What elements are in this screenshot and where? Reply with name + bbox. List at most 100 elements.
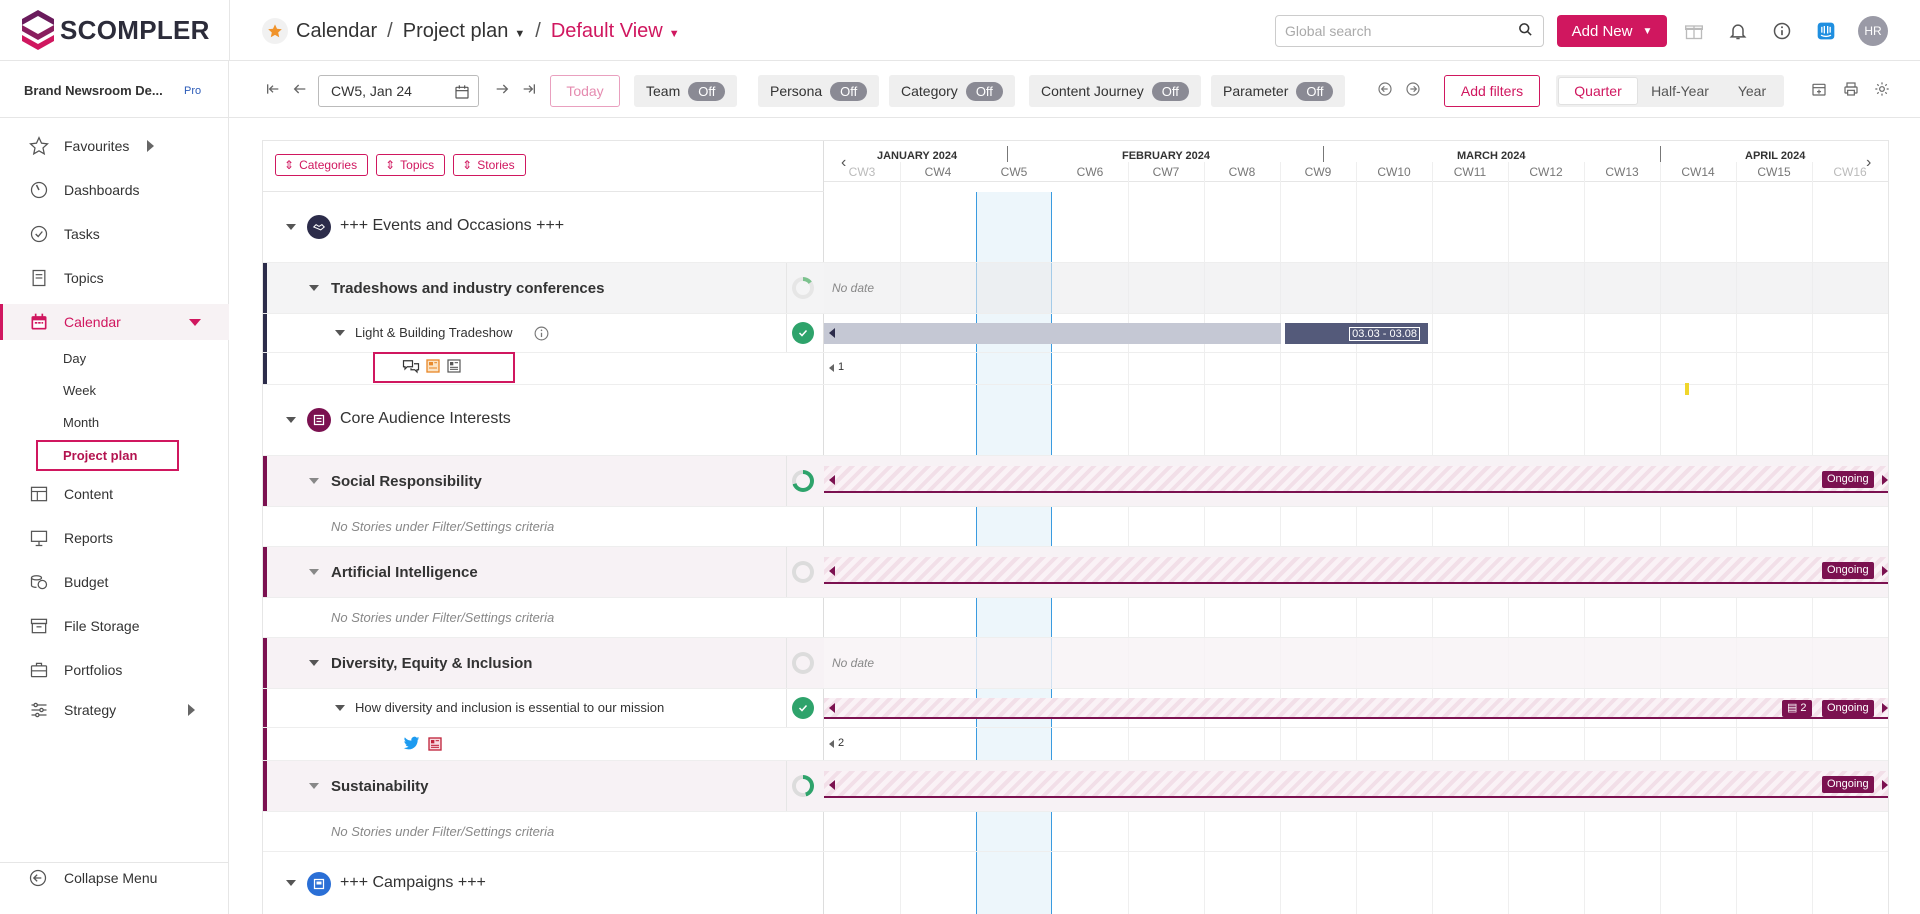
collapse-menu-button[interactable]: Collapse Menu	[28, 868, 157, 888]
sidebar-item-topics[interactable]: Topics	[0, 260, 229, 296]
today-button[interactable]: Today	[550, 75, 620, 107]
sidebar-item-dashboards[interactable]: Dashboards	[0, 172, 229, 208]
ongoing-bar[interactable]	[824, 466, 1888, 493]
gantt-row	[824, 385, 1888, 456]
collapse-caret-icon[interactable]	[309, 569, 319, 575]
sidebar-item-content[interactable]: Content	[0, 476, 229, 512]
category-row[interactable]: Core Audience Interests	[263, 385, 824, 456]
breadcrumb-project-plan[interactable]: Project plan ▼	[402, 19, 526, 42]
print-icon[interactable]	[1843, 81, 1859, 97]
audience-icon	[307, 408, 331, 432]
team-toggle[interactable]: Team Off	[634, 75, 738, 107]
arrow-left-icon	[829, 780, 835, 790]
parameter-toggle[interactable]: Parameter Off	[1211, 75, 1346, 107]
collapse-caret-icon[interactable]	[286, 880, 296, 886]
gift-icon[interactable]	[1683, 20, 1705, 42]
story-row[interactable]: How diversity and inclusion is essential…	[263, 689, 824, 728]
sidebar-item-budget[interactable]: Budget	[0, 564, 229, 600]
topic-row[interactable]: Artificial Intelligence	[263, 547, 824, 598]
topic-label: Tradeshows and industry conferences	[331, 280, 605, 297]
twitter-icon[interactable]	[403, 736, 420, 754]
collapse-caret-icon[interactable]	[309, 285, 319, 291]
article-icon[interactable]	[427, 736, 443, 755]
scroll-right-circle-icon[interactable]	[1405, 81, 1421, 97]
chat-icon[interactable]	[402, 358, 420, 377]
collapse-caret-icon[interactable]	[335, 705, 345, 711]
scompler-logo[interactable]: SCOMPLER	[22, 10, 210, 50]
story-duration-bar[interactable]	[824, 323, 1281, 344]
sidebar-item-strategy[interactable]: Strategy	[0, 692, 229, 728]
user-avatar[interactable]: HR	[1858, 16, 1888, 46]
content-journey-toggle[interactable]: Content Journey Off	[1029, 75, 1201, 107]
sidebar-item-favourites[interactable]: Favourites	[0, 128, 229, 164]
timeline-next-icon[interactable]: ›	[1866, 154, 1872, 171]
persona-toggle[interactable]: Persona Off	[758, 75, 880, 107]
arrow-right-icon[interactable]	[494, 81, 510, 97]
favorite-star-icon[interactable]	[262, 18, 288, 44]
document-icon	[28, 267, 50, 289]
grid-line	[1660, 162, 1661, 914]
timeline-prev-icon[interactable]: ‹	[841, 154, 847, 171]
topic-row[interactable]: Tradeshows and industry conferences	[263, 263, 824, 314]
calendar-icon[interactable]	[454, 84, 470, 103]
ongoing-bar[interactable]	[824, 557, 1888, 584]
category-row[interactable]: +++ Campaigns +++	[263, 852, 824, 914]
global-search-input[interactable]	[1275, 15, 1544, 47]
plan-badge: Pro	[184, 85, 202, 97]
sidebar-item-tasks[interactable]: Tasks	[0, 216, 229, 252]
sidebar-sub-month[interactable]: Month	[63, 415, 100, 430]
article-icon[interactable]	[446, 358, 462, 377]
range-half-year[interactable]: Half-Year	[1651, 83, 1709, 99]
chip-stories[interactable]: ⇕ Stories	[453, 154, 526, 176]
calendar-add-icon[interactable]	[1811, 81, 1827, 97]
topic-row[interactable]: Social Responsibility	[263, 456, 824, 507]
workspace-name[interactable]: Brand Newsroom De...	[24, 83, 163, 98]
breadcrumb-default-view[interactable]: Default View ▼	[550, 19, 680, 42]
add-new-label: Add New	[1571, 22, 1633, 40]
event-date-bar[interactable]: 03.03 - 03.08	[1285, 323, 1428, 344]
logo-text: SCOMPLER	[60, 14, 210, 45]
chip-topics[interactable]: ⇕ Topics	[376, 154, 446, 176]
scroll-left-circle-icon[interactable]	[1377, 81, 1393, 97]
collapse-caret-icon[interactable]	[286, 417, 296, 423]
topic-row[interactable]: Diversity, Equity & Inclusion	[263, 638, 824, 689]
gear-icon[interactable]	[1874, 81, 1890, 97]
info-icon[interactable]	[1771, 20, 1793, 42]
bell-icon[interactable]	[1727, 20, 1749, 42]
sidebar-item-file-storage[interactable]: File Storage	[0, 608, 229, 644]
week-label: CW6	[1076, 165, 1104, 179]
collapse-caret-icon[interactable]	[335, 330, 345, 336]
date-picker-input[interactable]: CW5, Jan 24	[318, 75, 479, 107]
collapse-caret-icon[interactable]	[309, 660, 319, 666]
story-row[interactable]: Light & Building Tradeshow	[263, 314, 824, 353]
intercom-icon[interactable]	[1815, 20, 1837, 42]
ongoing-bar[interactable]	[824, 771, 1888, 798]
chevron-right-icon	[188, 704, 195, 716]
topic-row[interactable]: Sustainability	[263, 761, 824, 812]
collapse-caret-icon[interactable]	[286, 224, 296, 230]
info-icon[interactable]	[533, 325, 550, 345]
category-row[interactable]: +++ Events and Occasions +++	[263, 192, 824, 263]
breadcrumb-calendar[interactable]: Calendar	[296, 19, 378, 42]
chip-categories[interactable]: ⇕ Categories	[275, 154, 369, 176]
sidebar-item-reports[interactable]: Reports	[0, 520, 229, 556]
range-year[interactable]: Year	[1737, 83, 1767, 99]
sidebar-item-portfolios[interactable]: Portfolios	[0, 652, 229, 688]
add-new-button[interactable]: Add New ▼	[1557, 15, 1667, 47]
category-toggle[interactable]: Category Off	[889, 75, 1015, 107]
sidebar-sub-week[interactable]: Week	[63, 383, 96, 398]
ongoing-bar[interactable]	[824, 698, 1888, 719]
sidebar-sub-project-plan[interactable]: Project plan	[36, 440, 179, 471]
jump-to-end-icon[interactable]	[521, 81, 537, 97]
sidebar-sub-day[interactable]: Day	[63, 351, 87, 366]
sidebar-item-calendar[interactable]: Calendar	[0, 304, 229, 340]
newsletter-icon[interactable]	[425, 358, 441, 377]
add-filters-button[interactable]: Add filters	[1444, 75, 1540, 107]
arrow-left-icon[interactable]	[292, 81, 308, 97]
gantt-row: No date	[824, 263, 1888, 314]
range-quarter[interactable]: Quarter	[1558, 77, 1638, 105]
search-icon[interactable]	[1518, 22, 1533, 40]
jump-to-start-icon[interactable]	[265, 81, 281, 97]
collapse-caret-icon[interactable]	[309, 478, 319, 484]
collapse-caret-icon[interactable]	[309, 783, 319, 789]
